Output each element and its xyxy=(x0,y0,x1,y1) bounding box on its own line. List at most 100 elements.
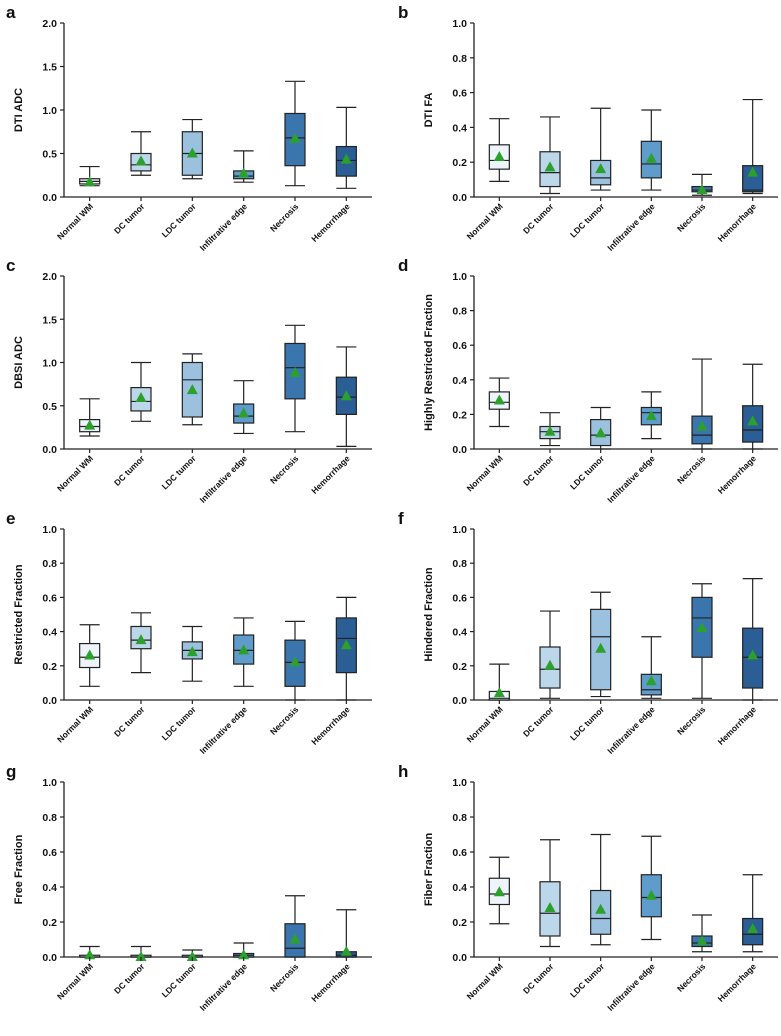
y-tick-label: 1.0 xyxy=(452,18,467,30)
box-dc-tumor xyxy=(539,116,561,195)
panel-b: b DTI FA 0.0 0.2 0.4 0.6 0.8 1.0 Normal WM DC tum… xyxy=(398,3,778,253)
y-tick-label: 1.0 xyxy=(452,271,467,283)
mean-marker xyxy=(340,639,352,650)
mean-marker xyxy=(84,649,96,660)
box-infiltrative-edge xyxy=(233,150,255,183)
panel-label: f xyxy=(398,509,404,528)
mean-marker xyxy=(696,184,708,195)
box-hemorrhage xyxy=(742,363,764,450)
box-dc-tumor xyxy=(539,412,561,447)
box-hemorrhage xyxy=(742,577,764,701)
x-tick-label: Normal WM xyxy=(55,453,95,493)
box-necrosis xyxy=(284,324,306,433)
y-axis-label: DTI FA xyxy=(423,93,435,128)
mean-marker xyxy=(186,646,198,657)
mean-marker xyxy=(289,656,301,667)
mean-marker xyxy=(645,410,657,421)
x-tick-label: Necrosis xyxy=(268,201,301,234)
mean-marker xyxy=(186,384,198,395)
mean-marker xyxy=(645,675,657,686)
x-tick-label: Normal WM xyxy=(465,201,505,241)
y-tick-label: 0.0 xyxy=(452,444,467,456)
box-hemorrhage xyxy=(742,874,764,953)
y-tick-label: 1.0 xyxy=(42,358,57,370)
box-infiltrative-edge xyxy=(640,636,662,699)
x-tick-label: DC tumor xyxy=(521,201,556,236)
y-tick-label: 0.0 xyxy=(452,192,467,204)
y-tick-label: 1.5 xyxy=(42,62,57,74)
x-tick-label: LDC tumor xyxy=(160,453,199,492)
y-tick-label: 0.6 xyxy=(42,592,57,604)
mean-marker xyxy=(595,642,607,653)
y-tick-label: 0.0 xyxy=(42,444,57,456)
y-tick-label: 0.6 xyxy=(452,340,467,352)
mean-marker xyxy=(645,889,657,900)
box-ldc-tumor xyxy=(181,625,203,682)
mean-marker xyxy=(289,366,301,377)
x-tick-label: DC tumor xyxy=(112,453,147,488)
x-tick-label: DC tumor xyxy=(521,704,556,739)
mean-marker xyxy=(595,163,607,174)
panel-label: d xyxy=(398,256,408,275)
y-tick-label: 0.6 xyxy=(452,88,467,100)
mean-marker xyxy=(238,644,250,655)
y-tick-label: 0.0 xyxy=(42,952,57,964)
y-axis-label: DTI ADC xyxy=(13,88,25,132)
box-normal-wm xyxy=(79,165,101,187)
y-tick-label: 0.2 xyxy=(452,917,467,929)
panel-h: h Fiber Fraction 0.0 0.2 0.4 0.6 0.8 1.0 Normal … xyxy=(398,762,778,1013)
panel-a: a DTI ADC 0.0 0.5 1.0 1.5 2.0 Normal WM DC tumor… xyxy=(6,3,372,253)
y-tick-label: 0.8 xyxy=(42,558,57,570)
box-ldc-tumor xyxy=(590,833,612,946)
y-tick-label: 0.8 xyxy=(452,53,467,65)
y-tick-label: 0.0 xyxy=(42,192,57,204)
y-axis-label: Highly Restricted Fraction xyxy=(423,294,435,431)
box-infiltrative-edge xyxy=(233,617,255,687)
mean-marker xyxy=(84,419,96,430)
x-tick-label: Necrosis xyxy=(268,961,301,994)
mean-marker xyxy=(135,634,147,645)
box-normal-wm xyxy=(79,624,101,687)
box-hemorrhage xyxy=(335,346,357,448)
x-tick-label: Infiltrative edge xyxy=(605,961,657,1013)
mean-marker xyxy=(493,886,505,897)
panel-f: f Hindered Fraction 0.0 0.2 0.4 0.6 0.8 1.0 Norm… xyxy=(398,509,778,756)
y-tick-label: 0.2 xyxy=(452,157,467,169)
x-tick-label: LDC tumor xyxy=(160,704,199,743)
box-hemorrhage xyxy=(335,106,357,189)
panel-e: e Restricted Fraction 0.0 0.2 0.4 0.6 0.8 1.0 No… xyxy=(6,509,372,756)
box-necrosis xyxy=(284,620,306,701)
panel-label: g xyxy=(6,762,16,781)
y-tick-label: 0.6 xyxy=(452,847,467,859)
box-ldc-tumor xyxy=(590,591,612,698)
x-tick-label: Hemorrhage xyxy=(309,201,352,244)
panel-c: c DBSI ADC 0.0 0.5 1.0 1.5 2.0 Normal WM DC tumo… xyxy=(6,256,372,505)
mean-marker xyxy=(595,903,607,914)
mean-marker xyxy=(493,687,505,698)
mean-marker xyxy=(84,949,96,960)
mean-marker xyxy=(747,415,759,426)
box-dc-tumor xyxy=(539,610,561,699)
mean-marker xyxy=(289,132,301,143)
mean-marker xyxy=(747,166,759,177)
box-dc-tumor xyxy=(130,945,152,961)
mean-marker xyxy=(238,407,250,418)
y-tick-label: 0.4 xyxy=(452,627,467,639)
mean-marker xyxy=(544,659,556,670)
mean-marker xyxy=(493,394,505,405)
x-tick-label: LDC tumor xyxy=(160,201,199,240)
x-tick-label: Infiltrative edge xyxy=(198,453,250,505)
x-tick-label: Necrosis xyxy=(675,961,708,994)
box-dc-tumor xyxy=(130,361,152,422)
box-infiltrative-edge xyxy=(640,109,662,191)
y-tick-label: 0.0 xyxy=(452,695,467,707)
x-tick-label: Normal WM xyxy=(55,704,95,744)
y-tick-label: 0.4 xyxy=(42,627,57,639)
mean-marker xyxy=(544,161,556,172)
box-necrosis xyxy=(284,80,306,187)
x-tick-label: Necrosis xyxy=(675,453,708,486)
x-tick-label: Normal WM xyxy=(465,704,505,744)
mean-marker xyxy=(135,951,147,961)
mean-marker xyxy=(340,390,352,401)
